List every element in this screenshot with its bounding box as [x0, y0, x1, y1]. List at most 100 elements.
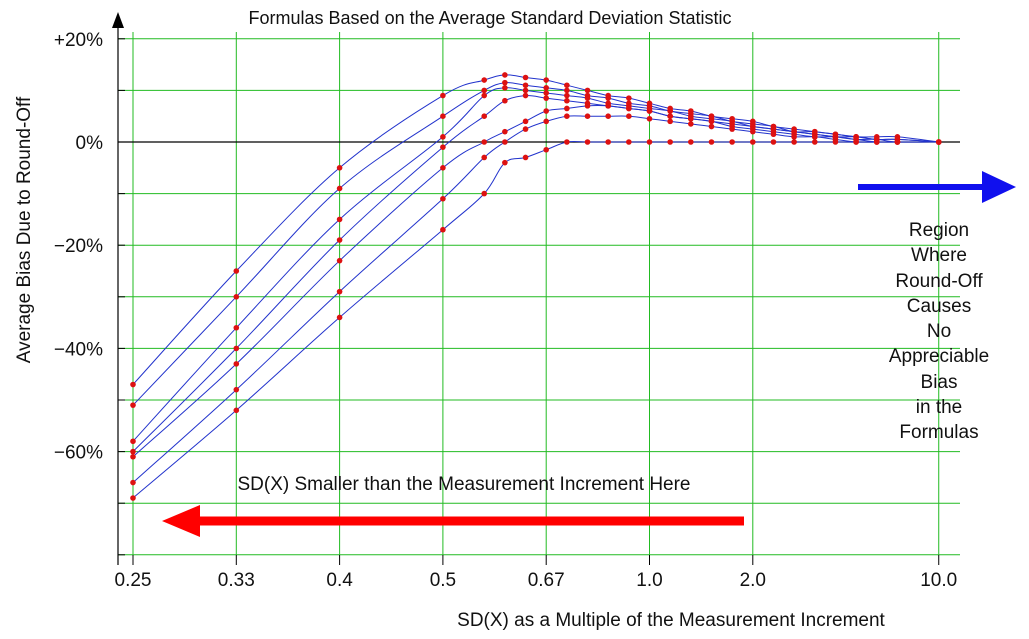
data-point	[440, 144, 446, 150]
data-point	[130, 438, 136, 445]
data-point	[935, 139, 942, 145]
data-point	[130, 453, 136, 460]
data-point	[770, 139, 777, 145]
data-point	[130, 448, 136, 455]
data-point	[605, 95, 611, 101]
data-point	[336, 257, 343, 264]
y-tick-label: −40%	[54, 339, 103, 360]
data-point	[626, 95, 632, 101]
data-point	[894, 139, 901, 145]
data-point	[584, 87, 591, 94]
data-point	[481, 113, 488, 119]
data-point	[646, 139, 653, 145]
series-curve	[132, 105, 939, 458]
x-tick-label: 2.0	[740, 570, 766, 591]
data-point	[522, 118, 529, 125]
data-point	[440, 195, 446, 202]
data-point	[811, 139, 818, 145]
x-tick-label: 10.0	[920, 570, 957, 591]
data-point	[605, 139, 611, 145]
data-point	[688, 115, 694, 122]
data-point	[502, 159, 508, 166]
region-note-line: Formulas	[899, 422, 979, 444]
data-point	[791, 134, 797, 140]
data-point	[626, 113, 632, 119]
region-note-line: Region	[908, 220, 970, 241]
data-point	[584, 95, 591, 101]
data-point	[688, 121, 694, 127]
y-tick-label: −20%	[54, 236, 103, 257]
data-point	[481, 154, 488, 161]
data-point	[626, 105, 632, 112]
data-point	[502, 97, 508, 104]
data-point	[440, 226, 446, 233]
data-point	[646, 108, 653, 114]
series-curve	[132, 140, 939, 499]
data-point	[564, 139, 570, 145]
y-tick-label: 0%	[76, 133, 104, 154]
data-point	[481, 139, 488, 145]
series-curve	[132, 82, 939, 406]
region-note-line: Where	[911, 245, 967, 267]
data-point	[233, 324, 240, 331]
labels: Formulas Based on the Average Standard D…	[14, 8, 957, 631]
data-point	[130, 402, 136, 408]
data-point	[543, 108, 549, 114]
data-point	[667, 108, 673, 114]
data-point	[873, 139, 880, 145]
data-point	[502, 128, 508, 135]
data-point	[667, 118, 673, 125]
data-point	[750, 128, 756, 135]
x-tick-label: 0.25	[115, 570, 152, 591]
data-point	[543, 77, 549, 83]
data-point	[130, 479, 136, 486]
data-point	[336, 314, 343, 321]
region-note-line: No	[926, 321, 952, 343]
data-point	[708, 123, 715, 130]
right-arrowhead	[982, 171, 1016, 203]
data-point	[688, 139, 694, 145]
data-point	[729, 139, 735, 145]
region-note-line: Appreciable	[888, 346, 990, 368]
x-tick-label: 0.5	[430, 570, 456, 591]
data-point	[481, 77, 488, 83]
x-tick-label: 0.33	[218, 570, 255, 591]
left-arrowhead	[162, 505, 200, 537]
data-point	[502, 85, 508, 91]
data-point	[481, 87, 488, 94]
region-note-line: Round-Off	[895, 270, 983, 292]
x-axis-label: SD(X) as a Multiple of the Measurement I…	[457, 610, 885, 631]
data-point	[729, 126, 735, 132]
data-point	[522, 126, 529, 132]
data-point	[667, 139, 673, 145]
data-point	[440, 113, 446, 119]
x-tick-label: 1.0	[636, 570, 662, 591]
curves	[132, 74, 939, 499]
data-point	[543, 118, 549, 125]
data-point	[832, 139, 839, 145]
left-arrow-label: SD(X) Smaller than the Measurement Incre…	[237, 474, 690, 495]
region-note-line: in the	[915, 397, 963, 419]
data-point	[626, 139, 632, 145]
data-point	[336, 288, 343, 295]
data-point	[233, 407, 240, 414]
chart-title: Formulas Based on the Average Standard D…	[249, 8, 732, 28]
data-point	[811, 134, 818, 140]
series-curve	[132, 115, 939, 483]
series-curve	[132, 74, 939, 385]
data-point	[481, 190, 488, 197]
data-point	[440, 134, 446, 140]
data-point	[708, 139, 715, 145]
region-note: Region Where Round-Off Causes No Appreci…	[862, 218, 1016, 446]
data-point	[336, 216, 343, 223]
data-point	[522, 74, 529, 81]
data-point	[564, 87, 570, 94]
data-point	[233, 361, 240, 367]
data-point	[233, 345, 240, 352]
data-point	[564, 105, 570, 112]
data-point	[502, 72, 508, 78]
data-point	[440, 165, 446, 171]
data-point	[853, 139, 859, 145]
x-tick-label: 0.4	[326, 570, 353, 591]
data-point	[791, 139, 797, 145]
